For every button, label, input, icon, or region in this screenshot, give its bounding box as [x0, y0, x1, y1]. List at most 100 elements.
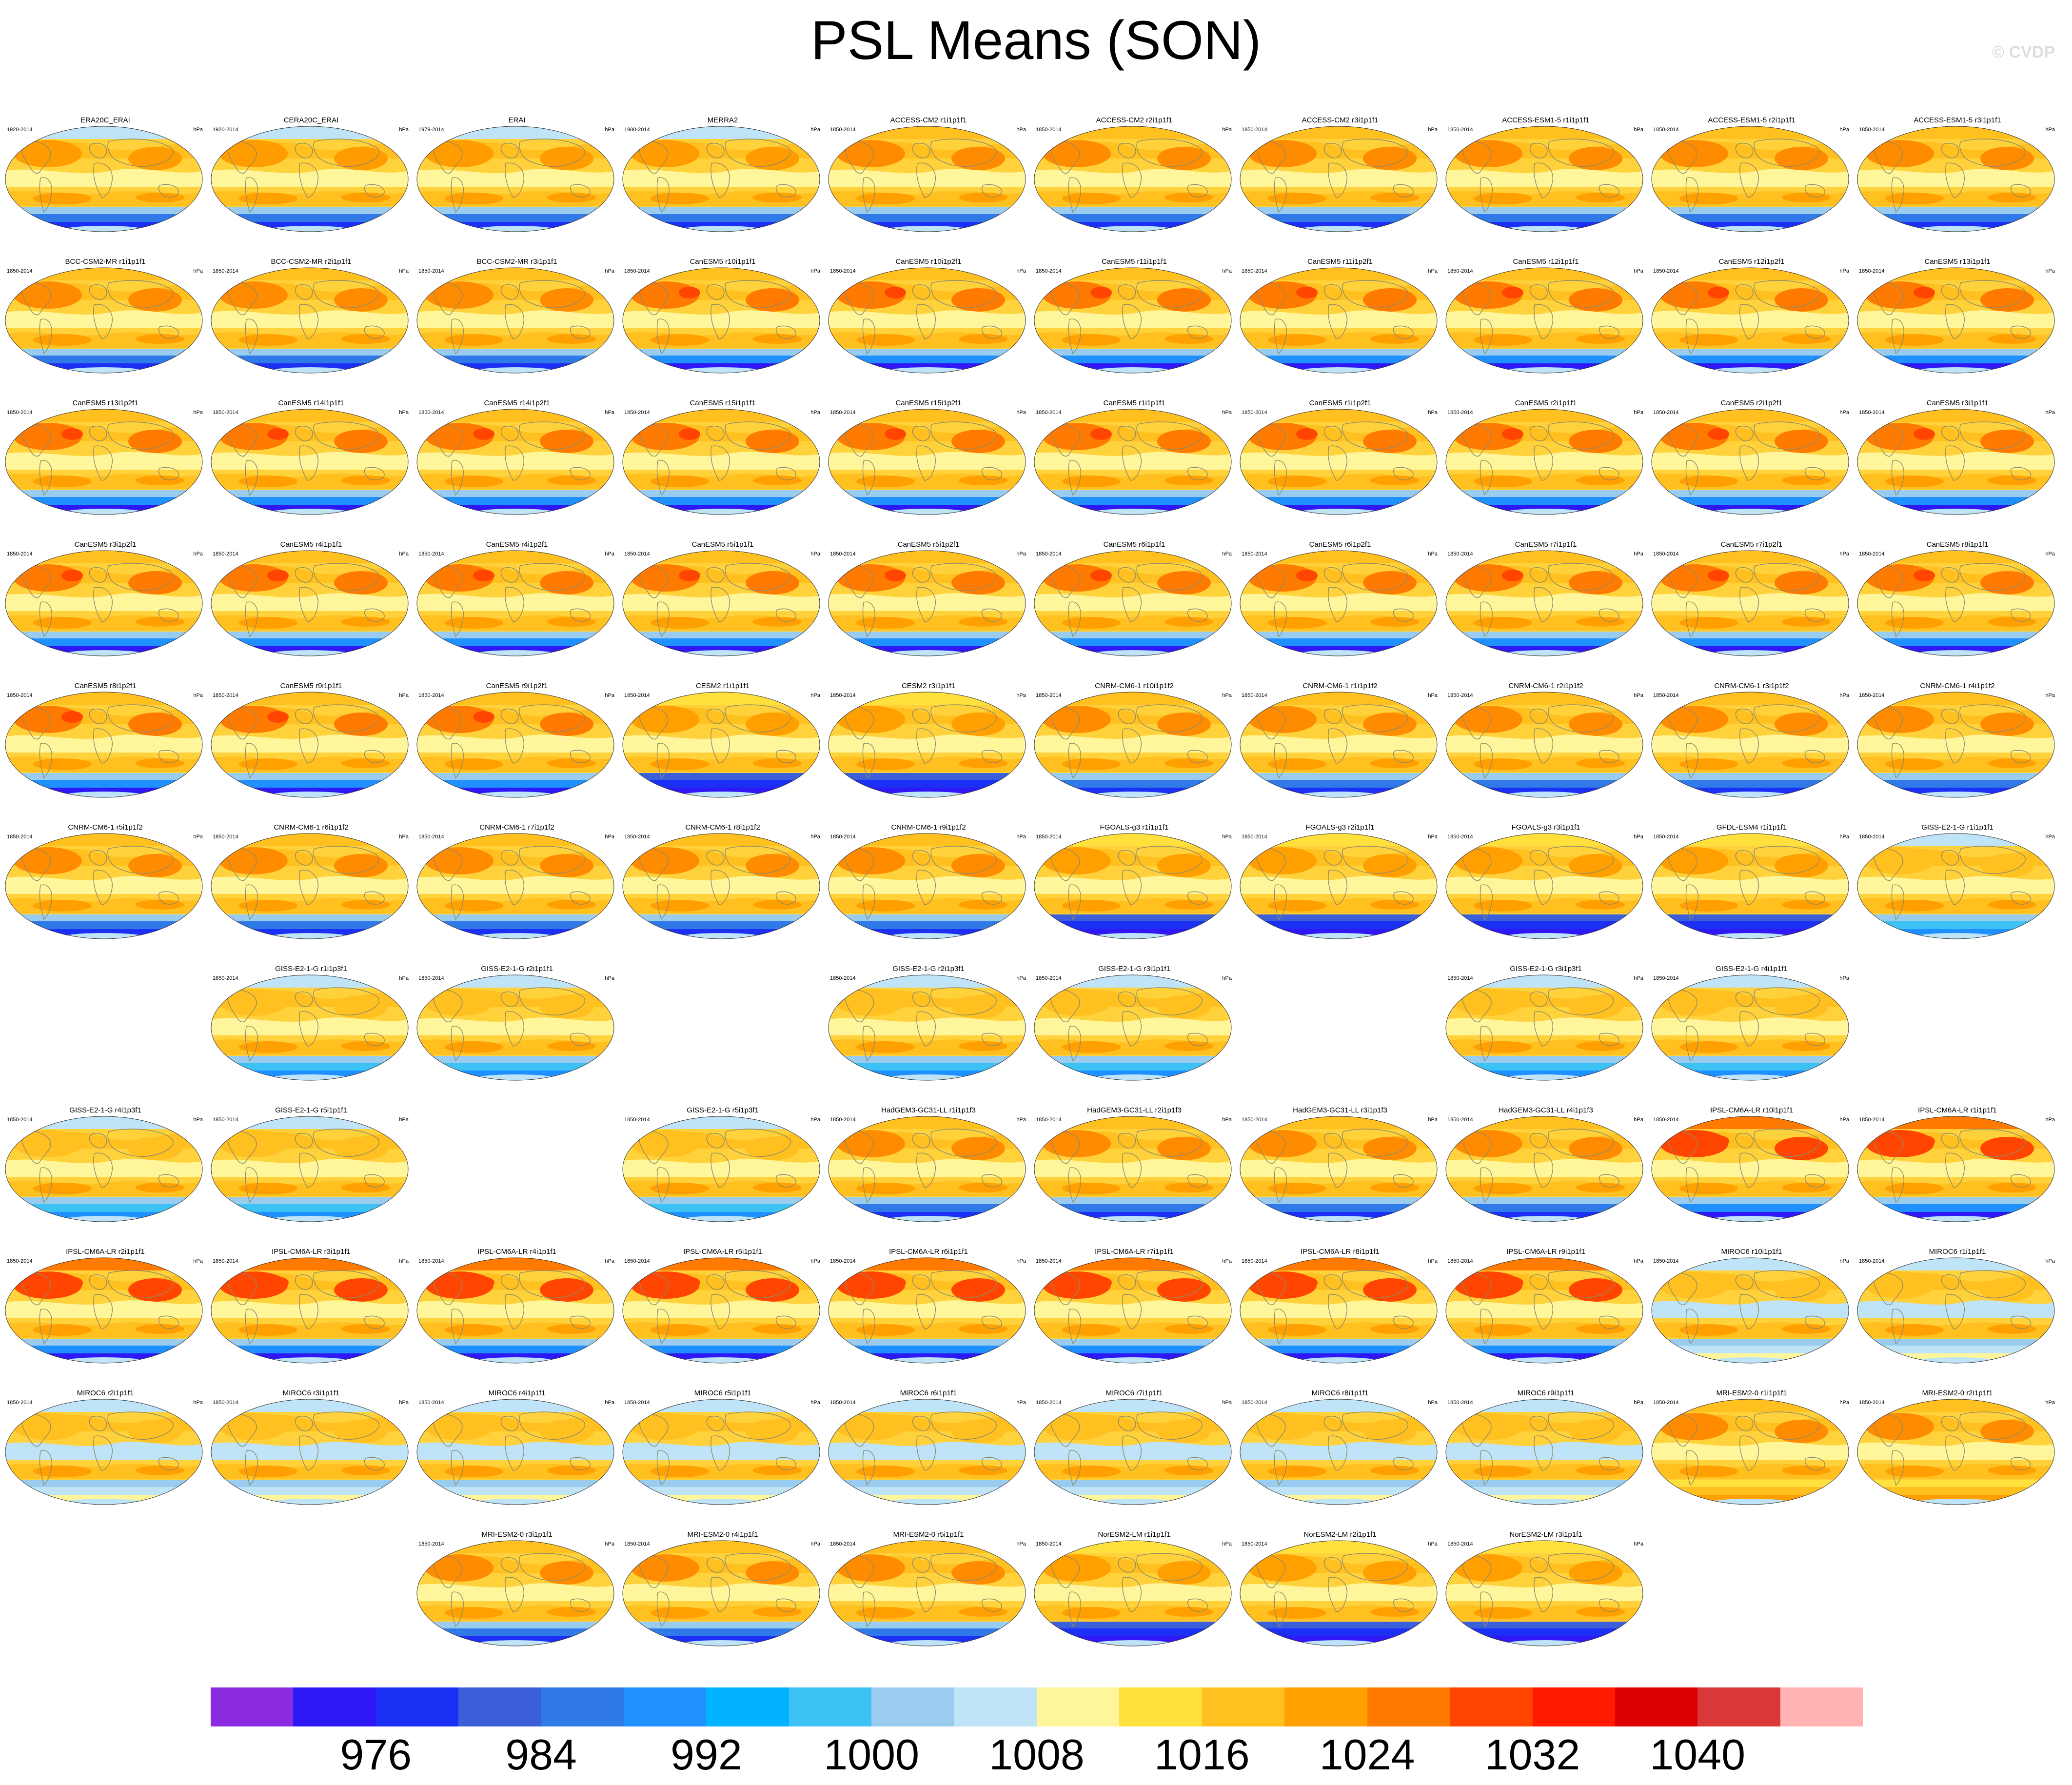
panel-units: hPa [810, 693, 820, 698]
panel-title: FGOALS-g3 r3i1p1f1 [1511, 823, 1580, 832]
map-panel: CanESM5 r8i1p1f1 1850-2014 hPa [1856, 540, 2059, 672]
panel-title: MIROC6 r5i1p1f1 [694, 1389, 751, 1397]
panel-units: hPa [810, 1258, 820, 1264]
panel-units: hPa [1634, 834, 1643, 840]
panel-years: 1850-2014 [624, 551, 650, 557]
map-panel: GFDL-ESM4 r1i1p1f1 1850-2014 hPa [1650, 823, 1853, 955]
map-panel: MIROC6 r10i1p1f1 1850-2014 hPa [1650, 1248, 1853, 1379]
psl-map [211, 409, 409, 515]
panel-years: 1850-2014 [418, 551, 444, 557]
panel-title: CNRM-CM6-1 r9i1p1f2 [891, 823, 966, 832]
map-panel: CanESM5 r3i1p1f1 1850-2014 hPa [1856, 399, 2059, 531]
map-panel: CNRM-CM6-1 r7i1p1f2 1850-2014 hPa [415, 823, 618, 955]
map-panel: GISS-E2-1-G r5i1p1f1 1850-2014 hPa [210, 1106, 413, 1238]
panel-units: hPa [2045, 1400, 2055, 1406]
map-panel: CanESM5 r7i1p2f1 1850-2014 hPa [1650, 540, 1853, 672]
psl-map [1857, 692, 2055, 798]
panel-units: hPa [1634, 1541, 1643, 1547]
panel-units: hPa [1839, 127, 1849, 133]
panel-title: CanESM5 r14i1p1f1 [278, 399, 344, 407]
map-panel: CanESM5 r6i1p1f1 1850-2014 hPa [1033, 540, 1236, 672]
cvdp-credit: © CVDP [1992, 43, 2055, 61]
panel-units: hPa [1634, 975, 1643, 981]
panel-years: 1850-2014 [7, 1400, 33, 1406]
psl-map [211, 974, 409, 1081]
map-panel: CNRM-CM6-1 r10i1p1f2 1850-2014 hPa [1033, 682, 1236, 813]
map-panel: GISS-E2-1-G r2i1p3f1 1850-2014 hPa [827, 965, 1030, 1096]
map-panel: IPSL-CM6A-LR r3i1p1f1 1850-2014 hPa [210, 1248, 413, 1379]
panel-title: IPSL-CM6A-LR r3i1p1f1 [272, 1248, 351, 1256]
map-panel: MIROC6 r9i1p1f1 1850-2014 hPa [1444, 1389, 1647, 1521]
psl-map [1445, 1540, 1643, 1646]
map-panel: ACCESS-CM2 r1i1p1f1 1850-2014 hPa [827, 116, 1030, 248]
panel-years: 1850-2014 [7, 410, 33, 416]
psl-map [622, 833, 820, 939]
panel-title: IPSL-CM6A-LR r8i1p1f1 [1301, 1248, 1380, 1256]
panel-years: 1850-2014 [7, 551, 33, 557]
psl-map [1857, 550, 2055, 656]
panel-title: CanESM5 r13i1p2f1 [72, 399, 138, 407]
panel-years: 1850-2014 [1036, 975, 1062, 981]
panel-units: hPa [399, 975, 409, 981]
panel-title: CanESM5 r14i1p2f1 [484, 399, 550, 407]
panel-years: 1850-2014 [624, 693, 650, 698]
panel-units: hPa [1222, 127, 1232, 133]
panel-units: hPa [1634, 693, 1643, 698]
map-panel: GISS-E2-1-G r5i1p3f1 1850-2014 hPa [621, 1106, 824, 1238]
colorbar-swatch [1037, 1687, 1120, 1726]
panel-units: hPa [1839, 975, 1849, 981]
panel-years: 1850-2014 [830, 693, 856, 698]
panel-years: 1850-2014 [418, 410, 444, 416]
map-panel: CanESM5 r4i1p2f1 1850-2014 hPa [415, 540, 618, 672]
panel-units: hPa [2045, 127, 2055, 133]
panel-units: hPa [605, 127, 614, 133]
psl-map [211, 1399, 409, 1505]
map-panel: HadGEM3-GC31-LL r3i1p1f3 1850-2014 hPa [1239, 1106, 1441, 1238]
panel-years: 1850-2014 [1653, 127, 1679, 133]
panel-units: hPa [1428, 127, 1438, 133]
panel-title: CNRM-CM6-1 r7i1p1f2 [479, 823, 554, 832]
panel-title: CNRM-CM6-1 r2i1p1f2 [1508, 682, 1583, 690]
psl-map [1445, 1116, 1643, 1222]
psl-map [1857, 409, 2055, 515]
psl-map [1240, 1257, 1438, 1364]
panel-units: hPa [193, 693, 203, 698]
panel-title: GISS-E2-1-G r3i1p1f1 [1098, 965, 1170, 973]
panel-units: hPa [810, 1117, 820, 1123]
panel-units: hPa [1428, 1258, 1438, 1264]
panel-units: hPa [1839, 551, 1849, 557]
panel-units: hPa [399, 410, 409, 416]
panel-years: 1850-2014 [1653, 834, 1679, 840]
psl-map [1240, 1540, 1438, 1646]
panel-years: 1850-2014 [624, 834, 650, 840]
panel-years: 1850-2014 [1447, 975, 1473, 981]
panel-title: CanESM5 r5i1p1f1 [691, 540, 754, 549]
map-panel: HadGEM3-GC31-LL r1i1p1f3 1850-2014 hPa [827, 1106, 1030, 1238]
panel-title: GISS-E2-1-G r3i1p3f1 [1510, 965, 1582, 973]
psl-map [416, 1540, 614, 1646]
map-panel: HadGEM3-GC31-LL r4i1p1f3 1850-2014 hPa [1444, 1106, 1647, 1238]
panel-years: 1850-2014 [830, 1400, 856, 1406]
psl-map [828, 1257, 1026, 1364]
panel-years: 1850-2014 [1242, 834, 1267, 840]
panel-years: 1850-2014 [1242, 1541, 1267, 1547]
panel-years: 1850-2014 [213, 268, 238, 274]
panel-years: 1850-2014 [1447, 410, 1473, 416]
panel-years: 1850-2014 [1653, 1258, 1679, 1264]
psl-map [1034, 974, 1232, 1081]
psl-map [1445, 974, 1643, 1081]
psl-map [5, 1399, 203, 1505]
panel-units: hPa [193, 127, 203, 133]
panel-title: CanESM5 r7i1p1f1 [1515, 540, 1577, 549]
panel-years: 1850-2014 [624, 410, 650, 416]
panel-years: 1850-2014 [830, 834, 856, 840]
panel-years: 1850-2014 [1242, 693, 1267, 698]
panel-units: hPa [2045, 410, 2055, 416]
panel-title: BCC-CSM2-MR r3i1p1f1 [476, 258, 557, 266]
colorbar-swatch [1284, 1687, 1367, 1726]
map-panel: FGOALS-g3 r2i1p1f1 1850-2014 hPa [1239, 823, 1441, 955]
panel-years: 1850-2014 [7, 834, 33, 840]
panel-years: 1850-2014 [830, 975, 856, 981]
panel-units: hPa [1634, 1117, 1643, 1123]
psl-map [1857, 833, 2055, 939]
